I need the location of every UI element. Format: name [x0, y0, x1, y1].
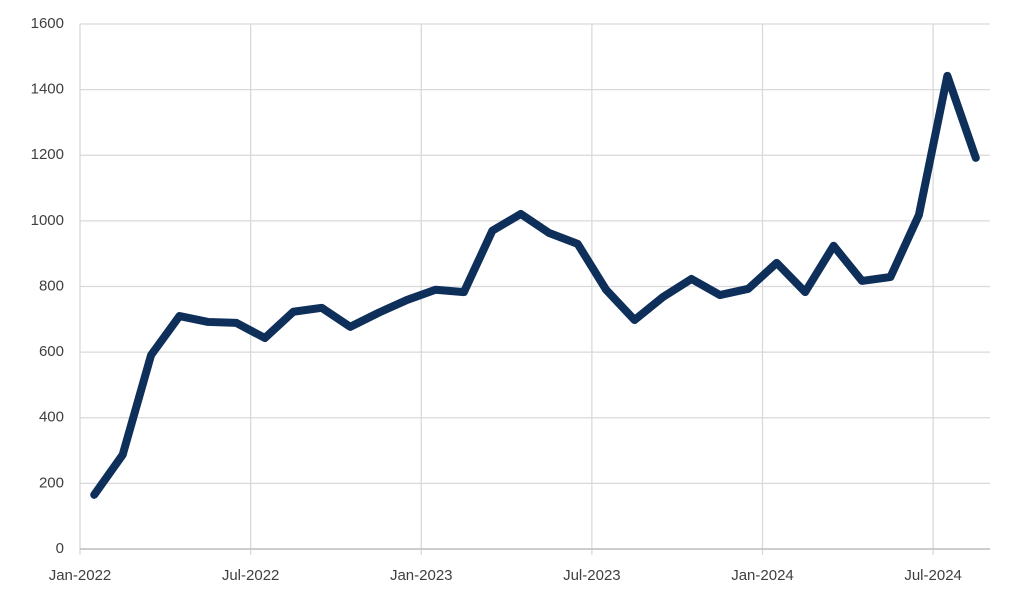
y-tick-label: 1200 [31, 146, 64, 163]
x-tick-label: Jul-2024 [904, 567, 962, 584]
x-tick-label: Jul-2023 [563, 567, 621, 584]
y-tick-label: 1600 [31, 15, 64, 32]
y-tick-label: 1000 [31, 212, 64, 229]
y-tick-label: 0 [56, 540, 64, 557]
y-tick-label: 1400 [31, 81, 64, 98]
x-tick-label: Jul-2022 [222, 567, 280, 584]
x-tick-label: Jan-2023 [390, 567, 453, 584]
data-line [90, 71, 980, 499]
x-tick-label: Jan-2022 [49, 567, 112, 584]
y-tick-label: 800 [39, 277, 64, 294]
y-tick-label: 200 [39, 474, 64, 491]
y-tick-label: 600 [39, 343, 64, 360]
x-tick-label: Jan-2024 [731, 567, 794, 584]
y-tick-label: 400 [39, 409, 64, 426]
